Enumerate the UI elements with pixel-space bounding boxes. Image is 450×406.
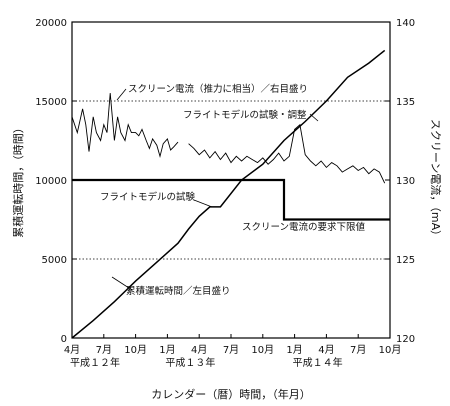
annotation-flight-model-test: フライトモデルの試験 (100, 191, 196, 203)
annotation-cumulative-hours: 累積運転時間／左目盛り (126, 285, 231, 297)
x-tick-label: 1月 (159, 344, 175, 356)
y-left-tick-label: 5000 (42, 255, 67, 266)
y-axis-label-left: 累積運転時間，（時間） (11, 122, 25, 238)
x-year-label: 平成１２年 (70, 356, 120, 369)
annotation-screen-current: スクリーン電流（推力に相当）／右目盛り (128, 83, 308, 95)
y-right-tick-label: 120 (396, 334, 415, 345)
x-tick-label: 10月 (379, 344, 402, 356)
leader-flight-model-test (193, 199, 213, 208)
series-layer (71, 49, 390, 339)
y-right-tick-label: 140 (396, 18, 415, 29)
annotation-leaders (111, 88, 319, 291)
x-tick-label: 10月 (124, 344, 147, 356)
y-left-tick-label: 15000 (35, 97, 67, 108)
annotation-flight-model-test-adjust: フライトモデルの試験・調整 (183, 109, 307, 121)
x-tick-label: 1月 (286, 344, 302, 356)
x-tick-label: 4月 (318, 344, 334, 356)
y-axis-label-right: スクリーン電流，（mA） (429, 119, 443, 241)
y-left-tick-label: 10000 (35, 176, 67, 187)
x-year-label: 平成１３年 (165, 356, 215, 369)
y-right-tick-label: 130 (396, 176, 415, 187)
y-right-tick-label: 125 (396, 255, 415, 266)
annotation-screen-current-lower-limit: スクリーン電流の要求下限値 (242, 221, 366, 233)
y-left-tick-label: 20000 (35, 18, 67, 29)
y-right-tick-label: 135 (396, 97, 415, 108)
leader-screen-current (116, 88, 127, 101)
leader-cumulative-hours (111, 276, 133, 291)
x-tick-label: 10月 (251, 344, 274, 356)
series-screen-current-line (71, 93, 179, 159)
x-tick-label: 4月 (191, 344, 207, 356)
x-tick-label: 7月 (223, 344, 239, 356)
leader-flight-model-test-adjust (309, 113, 319, 122)
x-tick-label: 4月 (64, 344, 80, 356)
series-screen-current-line (188, 123, 386, 184)
series-lower-limit-line (72, 178, 390, 221)
x-axis-label: カレンダー（暦）時間，（年月） (151, 387, 311, 401)
x-year-label: 平成１４年 (293, 356, 343, 369)
ticks-layer: 0 5000 10000 15000 20000 120 125 130 135 140 (35, 18, 415, 345)
x-tick-label: 7月 (350, 344, 366, 356)
y-left-tick-label: 0 (61, 334, 67, 345)
x-tick-label: 7月 (96, 344, 112, 356)
series-cumulative-hours-line (71, 49, 386, 339)
grid-lines (72, 100, 390, 260)
